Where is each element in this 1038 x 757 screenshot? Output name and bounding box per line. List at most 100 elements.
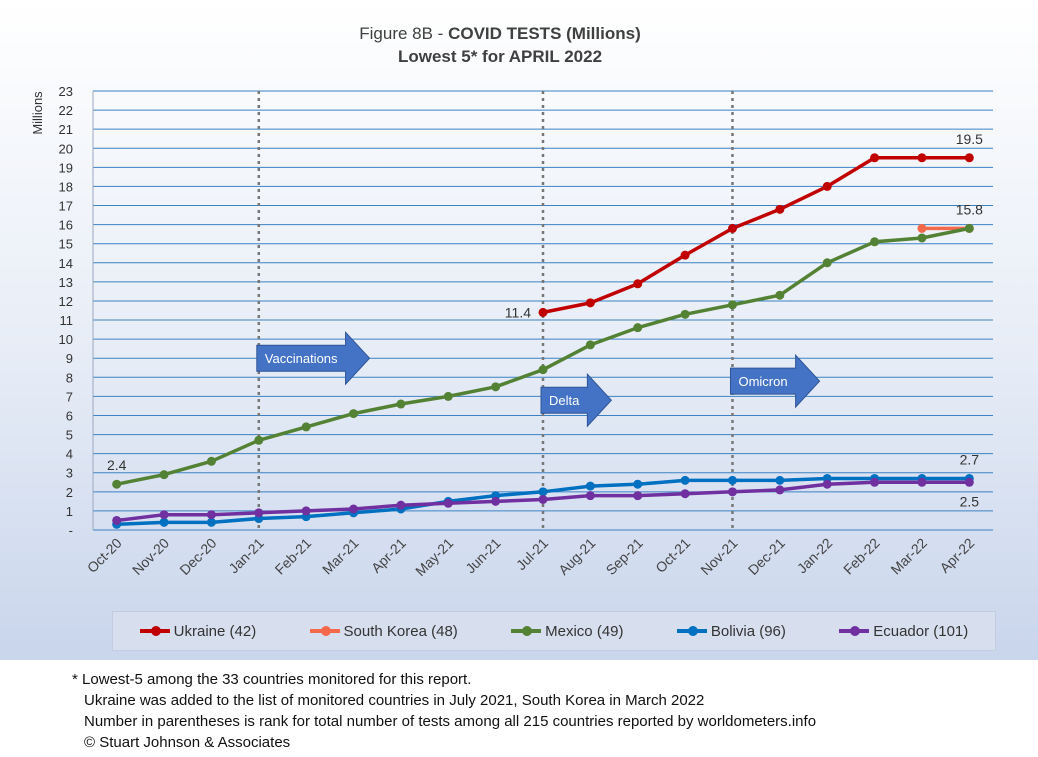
y-tick-label: 15 [59, 237, 73, 252]
x-tick-label: Dec-21 [745, 535, 788, 578]
y-tick-label: 19 [59, 160, 73, 175]
data-point [443, 498, 453, 508]
data-point [159, 517, 169, 527]
x-tick-label: Apr-21 [368, 535, 409, 576]
data-point [159, 470, 169, 480]
data-point [917, 477, 927, 487]
y-tick-label: 8 [66, 370, 73, 385]
data-point [775, 290, 785, 300]
legend-label: Mexico (49) [545, 622, 624, 640]
y-tick-label: 21 [59, 122, 73, 137]
data-point [680, 309, 690, 319]
x-tick-label: Jul-21 [513, 535, 551, 573]
data-label: 19.5 [956, 131, 983, 147]
data-point [491, 382, 501, 392]
data-point [822, 258, 832, 268]
data-point [775, 475, 785, 485]
x-tick-label: Mar-22 [887, 535, 930, 578]
y-tick-label: 2 [66, 485, 73, 500]
legend-item: Ecuador (101) [839, 623, 968, 640]
footnote-2: Ukraine was added to the list of monitor… [84, 692, 705, 709]
annotation-arrow [729, 353, 821, 409]
x-tick-label: Mar-21 [319, 535, 362, 578]
data-point [964, 153, 974, 163]
chart-panel: Figure 8B - COVID TESTS (Millions) Lowes… [0, 0, 1038, 660]
legend-label: Ukraine (42) [173, 622, 257, 640]
y-tick-label: 6 [66, 408, 73, 423]
footnotes: * Lowest-5 among the 33 countries monito… [72, 669, 816, 753]
data-point [633, 323, 643, 333]
data-point [538, 365, 548, 375]
series-line-0 [542, 156, 970, 315]
annotation-label: Vaccinations [265, 351, 338, 366]
title-prefix: Figure 8B - [359, 24, 449, 43]
legend-label: Ecuador (101) [873, 622, 969, 640]
chart-subtitle: Lowest 5* for APRIL 2022 [397, 47, 603, 66]
data-point [585, 491, 595, 501]
data-point [159, 510, 169, 520]
footnote-3: Number in parentheses is rank for total … [84, 713, 817, 730]
x-tick-label: Jan-22 [794, 535, 836, 577]
data-point [206, 510, 216, 520]
data-point [301, 422, 311, 432]
data-point [585, 340, 595, 350]
data-point [917, 153, 927, 163]
data-point [870, 153, 880, 163]
data-point [538, 307, 548, 317]
data-point [206, 456, 216, 466]
x-tick-label: Nov-20 [129, 535, 172, 578]
y-tick-label: 4 [66, 447, 73, 462]
data-point [112, 479, 122, 489]
data-point [727, 223, 737, 233]
footnote-1: * Lowest-5 among the 33 countries monito… [72, 671, 472, 688]
data-label: 11.4 [505, 304, 531, 320]
data-point [870, 477, 880, 487]
legend-item: South Korea (48) [309, 622, 458, 640]
annotation-arrow [540, 372, 613, 428]
data-point [822, 181, 832, 191]
y-tick-label: 16 [59, 218, 73, 233]
data-label: 2.5 [960, 493, 980, 509]
data-point [585, 481, 595, 491]
x-tick-label: Dec-20 [176, 535, 219, 578]
data-point [633, 279, 643, 289]
annotation-label: Omicron [738, 374, 787, 389]
legend: Ukraine (42) South Korea (48) Mexico (49) B… [112, 611, 996, 651]
legend-swatch [511, 626, 542, 636]
y-tick-label: 18 [59, 179, 73, 194]
data-point [112, 515, 122, 525]
y-tick-label: 20 [59, 141, 73, 156]
y-tick-label: 7 [66, 389, 73, 404]
y-tick-label: 1 [66, 504, 73, 519]
data-point [917, 233, 927, 243]
data-point [727, 475, 737, 485]
y-tick-label: 22 [59, 103, 73, 118]
y-tick-label: 3 [66, 466, 73, 481]
data-point [917, 223, 927, 233]
y-axis-title: Millions [30, 91, 45, 135]
x-tick-label: Apr-22 [936, 535, 977, 576]
data-point [443, 391, 453, 401]
footnote-4: © Stuart Johnson & Associates [84, 734, 291, 751]
legend-swatch [139, 626, 170, 636]
legend-label: Bolivia (96) [710, 622, 786, 640]
x-tick-label: Oct-20 [84, 535, 125, 576]
data-point [396, 399, 406, 409]
data-point [254, 508, 264, 518]
data-point [254, 435, 264, 445]
data-point [822, 479, 832, 489]
legend-label: South Korea (48) [343, 622, 458, 640]
x-tick-label: Aug-21 [555, 535, 598, 578]
data-point [964, 477, 974, 487]
data-point [680, 250, 690, 260]
y-tick-label: 9 [66, 351, 73, 366]
data-point [727, 487, 737, 497]
data-label: 15.8 [956, 201, 983, 217]
data-label: 2.4 [107, 457, 127, 473]
x-tick-label: Oct-21 [652, 535, 693, 576]
annotation-label: Delta [549, 393, 580, 408]
x-tick-label: Nov-21 [697, 535, 740, 578]
data-point [680, 475, 690, 485]
data-point [585, 298, 595, 308]
legend-item: Bolivia (96) [676, 622, 786, 640]
